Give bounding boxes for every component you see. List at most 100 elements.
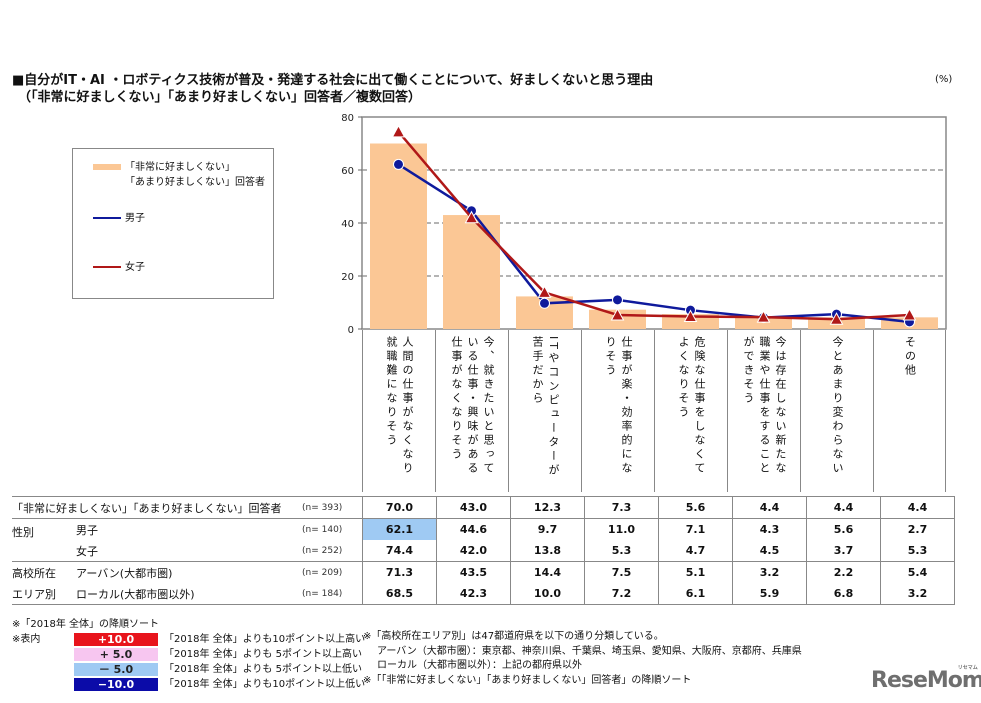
sample-size: (n= 252)	[302, 545, 343, 556]
value-cell: 13.8	[510, 540, 585, 562]
value-cell: 7.3	[584, 496, 659, 519]
category-label: 今、就きたいと思っている仕事・興味がある仕事がなくなりそう	[435, 330, 508, 492]
female-marker	[391, 124, 406, 138]
legend-item-male: 男子	[93, 211, 145, 226]
value-cell: 62.1	[362, 518, 437, 540]
row-group	[12, 540, 76, 562]
female-marker	[829, 312, 844, 325]
value-cell: 12.3	[510, 496, 585, 519]
category-label-text: 今、就きたいと思っている仕事・興味がある仕事がなくなりそう	[450, 336, 495, 476]
value-cell: 43.5	[436, 561, 511, 583]
value-cell: 4.4	[806, 496, 881, 519]
title-line-2: （「非常に好ましくない」「あまり好ましくない」回答者／複数回答）	[18, 90, 422, 105]
highlight-key: + 5.0 「2018年 全体」よりも 5ポイント以上高い	[74, 647, 365, 662]
row-group: 高校所在	[12, 566, 56, 580]
value-cell: 3.2	[880, 583, 955, 605]
row-group: 性別	[12, 526, 34, 539]
value-cell: 68.5	[362, 583, 437, 605]
value-cell: 74.4	[362, 540, 437, 562]
male-marker	[612, 294, 623, 306]
legend-item-total: 「非常に好ましくない」 「あまり好ましくない」回答者	[93, 160, 265, 190]
legend-total-line1: 「非常に好ましくない」	[125, 162, 235, 173]
value-cell: 4.4	[880, 496, 955, 519]
category-label: 危険な仕事をしなくてよくなりそう	[654, 330, 727, 492]
table-row: 「非常に好ましくない」「あまり好ましくない」回答者 (n= 393) 70.0 43.…	[12, 496, 955, 519]
sort-note-2: ※「「非常に好ましくない」「あまり好ましくない」回答者」の降順ソート	[363, 674, 692, 686]
male-marker	[393, 158, 404, 170]
category-label-text: 仕事が楽・効率的になりそう	[604, 336, 633, 476]
value-cell: 44.6	[436, 518, 511, 540]
female-marker	[902, 307, 917, 321]
key-description: 「2018年 全体」よりも 5ポイント以上低い	[164, 664, 362, 675]
urban-note: アーバン（大都市圏）：東京都、神奈川県、千葉県、埼玉県、愛知県、大阪府、京都府、…	[377, 645, 802, 657]
value-cell: 9.7	[510, 518, 585, 540]
value-cell: 71.3	[362, 561, 437, 583]
sample-size: (n= 393)	[302, 502, 343, 513]
unit-label: (%)	[935, 74, 953, 85]
category-label: 今は存在しない新たな職業や仕事をすることができそう	[727, 330, 800, 492]
key-description: 「2018年 全体」よりも 5ポイント以上高い	[164, 649, 362, 660]
key-color-box: － 5.0	[74, 663, 158, 676]
category-label-text: 危険な仕事をしなくてよくなりそう	[677, 336, 706, 476]
highlight-key: － 5.0 「2018年 全体」よりも 5ポイント以上低い	[74, 662, 365, 677]
highlight-key: −10.0 「2018年 全体」よりも10ポイント以上低い	[74, 677, 365, 692]
male-marker	[539, 297, 550, 309]
male-line-icon	[93, 217, 121, 219]
category-label-text: 人間の仕事がなくなり就職難になりそう	[385, 336, 414, 476]
row-label: 「非常に好ましくない」「あまり好ましくない」回答者	[12, 501, 282, 515]
category-label: その他	[873, 330, 946, 492]
chart-legend: 「非常に好ましくない」 「あまり好ましくない」回答者 男子 女子	[72, 148, 274, 299]
row-group: エリア別	[12, 587, 56, 601]
value-cell: 10.0	[510, 583, 585, 605]
value-cell: 7.5	[584, 561, 659, 583]
value-cell: 6.1	[658, 583, 733, 605]
category-labels: 人間の仕事がなくなり就職難になりそう 今、就きたいと思っている仕事・興味がある仕事…	[362, 330, 946, 492]
value-cell: 5.6	[658, 496, 733, 519]
female-line	[397, 131, 910, 321]
y-tick-label: 80	[341, 113, 354, 124]
y-tick-label: 60	[341, 166, 354, 177]
resemom-logo: ReseMom リセマム	[871, 665, 981, 693]
category-label-text: 今は存在しない新たな職業や仕事をすることができそう	[742, 336, 787, 476]
sample-size: (n= 209)	[302, 567, 343, 578]
row-label: 女子	[76, 544, 98, 558]
table-key-label: ※表内	[12, 634, 41, 645]
value-cell: 5.1	[658, 561, 733, 583]
legend-total-line2: 「あまり好ましくない」回答者	[125, 177, 265, 188]
area-notes: ※「高校所在エリア別」は47都道府県を以下の通り分類している。 アーバン（大都市…	[363, 630, 802, 688]
y-tick-label: 20	[341, 272, 354, 283]
row-label: 男子	[76, 523, 98, 537]
value-cell: 42.0	[436, 540, 511, 562]
sample-size: (n= 184)	[302, 588, 343, 599]
value-cell: 6.8	[806, 583, 881, 605]
table-row: 性別 男子 (n= 140) 62.1 44.6 9.7 11.0 7.1 4.3 5.6 2.7	[12, 518, 955, 540]
bar	[443, 215, 500, 329]
value-cell: 2.2	[806, 561, 881, 583]
category-label-text: その他	[903, 336, 917, 378]
category-label: ITやコンピューターが苦手だから	[508, 330, 581, 492]
value-cell: 5.9	[732, 583, 807, 605]
value-cell: 2.7	[880, 518, 955, 540]
local-note: ローカル（大都市圏以外）：上記の都府県以外	[377, 660, 582, 671]
key-color-box: +10.0	[74, 633, 158, 646]
y-tick-label: 40	[341, 219, 354, 230]
key-description: 「2018年 全体」よりも10ポイント以上高い	[164, 634, 366, 645]
value-cell: 7.1	[658, 518, 733, 540]
y-tick-label: 0	[348, 325, 354, 336]
title-line-1: ■自分がIT・AI ・ロボティクス技術が普及・発達する社会に出て働くことについて…	[12, 73, 654, 88]
category-label: 人間の仕事がなくなり就職難になりそう	[362, 330, 435, 492]
value-cell: 11.0	[584, 518, 659, 540]
table-row: 高校所在 アーバン(大都市圏) (n= 209) 71.3 43.5 14.4 7.5 5.1…	[12, 561, 955, 583]
female-line-icon	[93, 266, 121, 268]
value-cell: 3.2	[732, 561, 807, 583]
category-label-text: 今とあまり変わらない	[831, 336, 844, 476]
category-label-text: ITやコンピューターが苦手だから	[531, 336, 560, 478]
legend-male-label: 男子	[125, 213, 145, 224]
legend-notes: ※「2018年 全体」の降順ソート ※表内 +10.0 「2018年 全体」よりも…	[12, 617, 365, 692]
table-row: エリア別 ローカル(大都市圏以外) (n= 184) 68.5 42.3 10.0 7.2 6…	[12, 583, 955, 605]
key-description: 「2018年 全体」よりも10ポイント以上低い	[164, 679, 366, 690]
category-label: 仕事が楽・効率的になりそう	[581, 330, 654, 492]
value-cell: 4.3	[732, 518, 807, 540]
female-marker	[756, 310, 771, 323]
row-label: ローカル(大都市圏以外)	[76, 587, 195, 601]
